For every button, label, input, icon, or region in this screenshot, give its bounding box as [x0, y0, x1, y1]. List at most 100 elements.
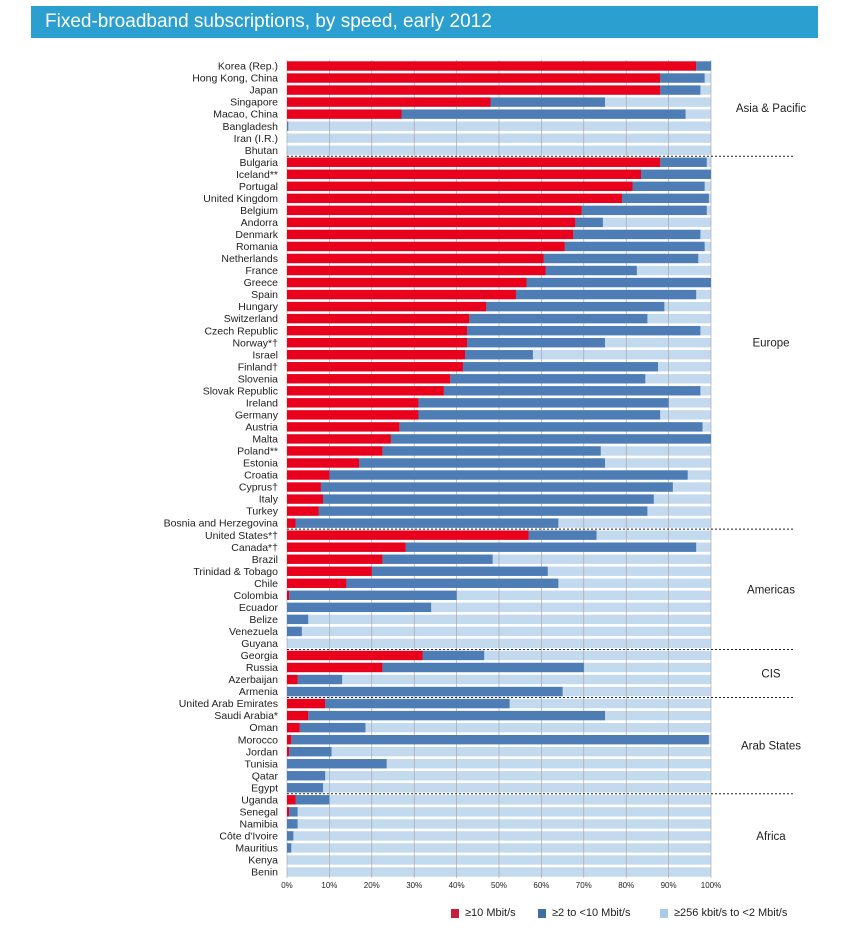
legend-label-low: ≥256 kbit/s to <2 Mbit/s — [674, 907, 788, 919]
bar-segment-high — [287, 313, 470, 324]
bar-segment-mid — [443, 386, 701, 396]
category-label: France — [245, 265, 278, 277]
category-label: Canada*† — [231, 542, 278, 554]
category-label: United States*† — [205, 530, 278, 542]
bar-segment-high — [287, 350, 466, 360]
category-label: Greece — [244, 277, 279, 289]
category-label: Bulgaria — [239, 157, 278, 169]
category-label: Malta — [252, 434, 278, 446]
legend-swatch-low — [660, 908, 668, 918]
category-label: Russia — [246, 662, 278, 674]
category-label: Norway*† — [232, 337, 278, 349]
group-label: Asia & Pacific — [736, 103, 807, 115]
bar-segment-high — [287, 277, 527, 288]
bar-segment-mid — [467, 325, 701, 336]
bar-segment-high — [287, 97, 491, 107]
category-label: Slovenia — [238, 373, 278, 385]
category-label: Iceland** — [236, 169, 278, 181]
bar-segment-mid — [329, 470, 688, 480]
bar-segment-high — [287, 722, 300, 733]
bar-segment-high — [287, 289, 516, 300]
chart-area: Korea (Rep.)Hong Kong, ChinaJapanSingapo… — [164, 60, 807, 890]
x-tick-label: 80% — [618, 881, 634, 890]
bar-segment-high — [287, 446, 383, 456]
x-tick-label: 60% — [533, 881, 549, 890]
bar-segment-high — [287, 61, 697, 71]
bar-segment-mid — [287, 626, 302, 637]
bar-segment-mid — [467, 337, 605, 348]
category-label: Denmark — [235, 229, 278, 241]
bar-segment-mid — [515, 289, 697, 300]
group-label: CIS — [761, 669, 781, 681]
category-label: Andorra — [241, 217, 279, 229]
bar-segment-mid — [490, 97, 605, 107]
category-label: Macao, China — [213, 109, 278, 121]
bar-segment-mid — [660, 73, 705, 83]
category-label: Bosnia and Herzegovina — [164, 518, 279, 530]
category-label: Hungary — [238, 301, 278, 313]
category-label: Japan — [249, 85, 278, 97]
category-label: Trinidad & Tobago — [193, 566, 278, 578]
bar-segment-mid — [289, 746, 332, 757]
bar-segment-high — [287, 169, 642, 179]
legend-item-high: ≥10 Mbit/s — [451, 906, 516, 920]
bar-segment-high — [287, 193, 622, 204]
bar-segment-mid — [660, 157, 707, 167]
bar-segment-high — [287, 698, 326, 709]
bar-segment-mid — [422, 650, 485, 661]
category-label: Portugal — [239, 181, 278, 193]
x-tick-label: 100% — [701, 881, 721, 890]
bar-segment-mid — [528, 530, 597, 540]
bar-segment-mid — [486, 301, 665, 312]
group-label: Africa — [756, 831, 786, 843]
bar-segment-high — [287, 746, 290, 757]
category-label: Oman — [249, 722, 278, 734]
x-tick-label: 20% — [364, 881, 380, 890]
bar-segment-mid — [382, 662, 584, 673]
bar-segment-mid — [465, 350, 533, 360]
bar-segment-high — [287, 506, 319, 516]
bar-segment-high — [287, 73, 661, 83]
category-label: Benin — [251, 867, 278, 879]
x-tick-label: 30% — [406, 881, 422, 890]
category-label: Iran (I.R.) — [234, 133, 278, 145]
category-label: Armenia — [239, 686, 278, 698]
bar-segment-mid — [641, 169, 711, 179]
legend-item-mid: ≥2 to <10 Mbit/s — [538, 906, 631, 920]
bar-segment-mid — [382, 554, 493, 564]
bar-segment-mid — [287, 614, 309, 625]
bar-segment-high — [287, 181, 633, 192]
category-label: Israel — [252, 349, 278, 361]
x-tick-label: 0% — [281, 881, 293, 890]
bar-segment-mid — [318, 506, 648, 516]
category-label: Hong Kong, China — [192, 73, 278, 85]
category-label: Georgia — [241, 650, 279, 662]
bar-segment-mid — [287, 843, 292, 853]
bar-segment-high — [287, 337, 468, 348]
category-label: Morocco — [238, 734, 278, 746]
bar-segment-mid — [287, 121, 289, 131]
bar-segment-mid — [545, 265, 637, 276]
category-label: Mauritius — [235, 843, 278, 855]
category-label: Bhutan — [245, 145, 278, 157]
category-label: Estonia — [243, 458, 278, 470]
bar-segment-mid — [632, 181, 705, 192]
bar-segment-mid — [660, 85, 701, 95]
bar-segment-mid — [401, 109, 686, 119]
bar-segment-high — [287, 710, 309, 721]
bar-segment-high — [287, 518, 296, 528]
bar-segment-high — [287, 374, 451, 384]
category-label: Poland** — [237, 446, 278, 458]
bar-segment-mid — [418, 398, 669, 408]
bar-segment-high — [287, 265, 546, 276]
bar-segment-mid — [323, 494, 654, 504]
bar-segment-mid — [320, 482, 673, 492]
category-label: Belize — [249, 614, 278, 626]
bar-segment-high — [287, 362, 463, 372]
category-label: Tunisia — [245, 758, 279, 770]
category-label: Spain — [251, 289, 278, 301]
category-label: Venezuela — [229, 626, 278, 638]
category-label: United Arab Emirates — [179, 698, 278, 710]
bar-segment-high — [287, 734, 292, 745]
bar-segment-mid — [289, 590, 457, 601]
